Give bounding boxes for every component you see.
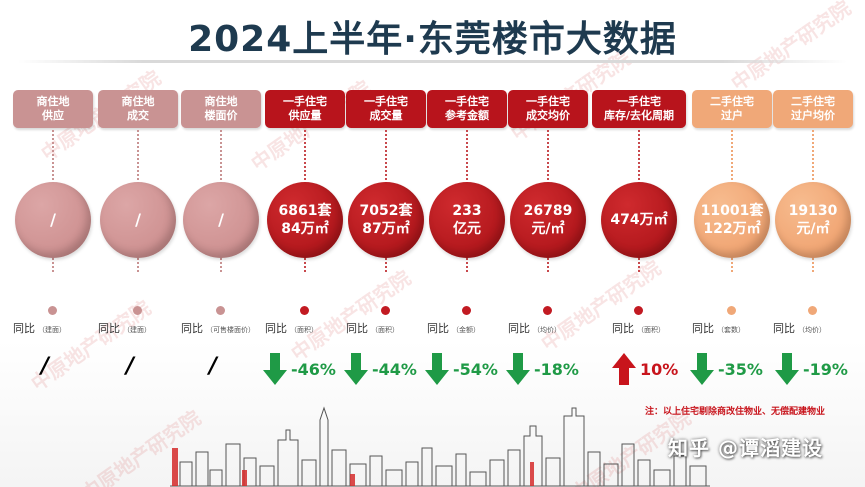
connector-dot [808,306,817,315]
metric-header: 一手住宅 参考金额 [427,90,507,128]
yoy-label: 同比 （套数） [692,322,745,335]
yoy-label: 同比 （面积） [612,322,665,335]
title-divider [18,60,847,63]
metric-header: 二手住宅 过户 [692,90,772,128]
metric-column: 一手住宅 成交均价 26789 元/㎡ 同比 （均价） -18% [506,90,588,390]
metric-header: 一手住宅 库存/去化周期 [592,90,686,128]
yoy-label: 同比 （建面） [13,322,66,335]
metric-circle: 6861套 84万㎡ [267,182,343,258]
city-skyline-illustration [170,406,710,487]
metric-circle: / [100,182,176,258]
metric-circle: / [183,182,259,258]
yoy-label: 同比 （面积） [346,322,399,335]
metric-header: 商住地 供应 [13,90,93,128]
yoy-value: / [209,354,218,379]
connector-dot [727,306,736,315]
metric-column: 商住地 成交 / 同比 （建面） / [98,90,178,390]
yoy-value: -35% [690,352,763,386]
yoy-value: -18% [506,352,579,386]
connector-dot [634,306,643,315]
metric-circle: 26789 元/㎡ [510,182,586,258]
metric-column: 一手住宅 供应量 6861套 84万㎡ 同比 （面积） -46% [263,90,345,390]
metric-header: 一手住宅 成交量 [346,90,426,128]
connector-dot [216,306,225,315]
yoy-label: 同比 （均价） [773,322,826,335]
metric-column: 商住地 供应 / 同比 （建面） / [13,90,93,390]
metric-header: 二手住宅 过户均价 [773,90,853,128]
connector-dot [133,306,142,315]
arrow-down-icon [425,353,449,385]
yoy-value: -54% [425,352,498,386]
yoy-label: 同比 （金额） [427,322,480,335]
metric-column: 一手住宅 库存/去化周期 474万㎡ 同比 （面积） 10% [592,90,686,390]
metric-circle: 11001套 122万㎡ [694,182,770,258]
metric-header: 一手住宅 成交均价 [508,90,588,128]
arrow-down-icon [263,353,287,385]
metric-column: 二手住宅 过户 11001套 122万㎡ 同比 （套数） -35% [690,90,772,390]
metric-column: 一手住宅 参考金额 233 亿元 同比 （金额） -54% [425,90,507,390]
metric-circle: 19130 元/㎡ [775,182,851,258]
yoy-value: / [126,354,135,379]
yoy-label: 同比 （建面） [98,322,151,335]
connector-dot [462,306,471,315]
arrow-up-icon [612,353,636,385]
page-title: 2024上半年·东莞楼市大数据 [188,19,677,60]
yoy-value: 10% [612,352,678,386]
arrow-down-icon [506,353,530,385]
metric-circle: 474万㎡ [601,182,677,258]
footnote: 注：以上住宅剔除商改住物业、无偿配建物业 [645,407,826,417]
connector-dot [48,306,57,315]
arrow-down-icon [690,353,714,385]
yoy-label: 同比 （均价） [508,322,561,335]
metric-column: 二手住宅 过户均价 19130 元/㎡ 同比 （均价） -19% [773,90,853,390]
arrow-down-icon [344,353,368,385]
metric-header: 一手住宅 供应量 [265,90,345,128]
arrow-down-icon [775,353,799,385]
connector-dot [543,306,552,315]
source-logo: 知乎 @谭滔建设 [668,436,823,460]
metric-circle: 7052套 87万㎡ [348,182,424,258]
yoy-value: -44% [344,352,417,386]
yoy-value: -19% [775,352,848,386]
yoy-value: -46% [263,352,336,386]
yoy-value: / [41,354,50,379]
metric-header: 商住地 楼面价 [181,90,261,128]
connector-dot [381,306,390,315]
metric-circle: / [15,182,91,258]
yoy-label: 同比 （可售楼面价） [181,322,255,335]
connector-dot [300,306,309,315]
metric-header: 商住地 成交 [98,90,178,128]
metric-column: 一手住宅 成交量 7052套 87万㎡ 同比 （面积） -44% [344,90,426,390]
metric-column: 商住地 楼面价 / 同比 （可售楼面价） / [181,90,261,390]
metric-circle: 233 亿元 [429,182,505,258]
yoy-label: 同比 （面积） [265,322,318,335]
